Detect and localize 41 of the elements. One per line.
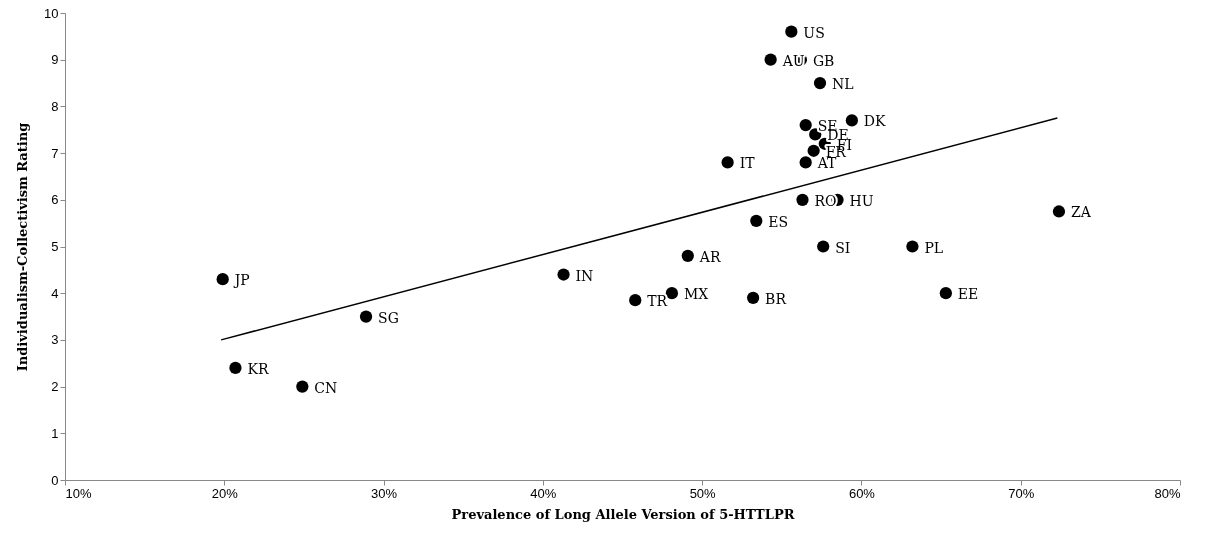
- data-label: DK: [863, 113, 887, 130]
- data-label: TR: [647, 293, 668, 310]
- x-axis-title: Prevalence of Long Allele Version of 5-HTTLPR: [451, 506, 795, 522]
- data-label: BR: [765, 290, 787, 307]
- data-label: GB: [812, 52, 835, 69]
- data-label: US: [803, 24, 825, 41]
- data-label: ES: [768, 213, 789, 230]
- data-label: IT: [739, 155, 756, 172]
- y-tick-label: 2: [51, 379, 59, 395]
- y-axis-title: Individualism-Collectivism Rating: [15, 122, 31, 372]
- y-tick-label: 6: [51, 192, 59, 208]
- data-label: HU: [849, 192, 874, 209]
- x-tick-label: 70%: [1008, 485, 1035, 501]
- data-label: ZA: [1070, 204, 1092, 221]
- y-tick-label: 9: [51, 52, 59, 68]
- data-label: AR: [698, 248, 721, 265]
- x-tick-label: 30%: [371, 485, 398, 501]
- y-tick-label: 7: [51, 145, 59, 161]
- data-label: SG: [378, 309, 399, 326]
- x-tick-label: 80%: [1154, 485, 1181, 501]
- y-tick-label: 1: [51, 425, 59, 441]
- data-label: EE: [957, 286, 979, 303]
- data-label: IN: [575, 267, 594, 284]
- y-tick-label: 0: [51, 472, 59, 488]
- x-tick-label: 60%: [848, 485, 876, 501]
- x-tick-label: 40%: [530, 485, 557, 501]
- data-label: SI: [835, 239, 851, 256]
- data-label: PL: [924, 239, 944, 256]
- y-tick-label: 4: [51, 285, 59, 301]
- x-tick-label: 50%: [689, 485, 717, 501]
- x-tick-label: 10%: [65, 485, 92, 501]
- data-label: KR: [247, 360, 269, 377]
- data-label: CN: [314, 379, 338, 396]
- y-tick-label: 3: [51, 332, 59, 348]
- data-label: JP: [232, 272, 250, 289]
- data-label: MX: [683, 286, 709, 303]
- y-tick-label: 8: [51, 98, 59, 114]
- y-tick-label: 5: [51, 239, 59, 254]
- y-tick-label: 10: [44, 5, 59, 21]
- x-tick-label: 20%: [211, 485, 239, 501]
- data-label: NL: [832, 76, 854, 93]
